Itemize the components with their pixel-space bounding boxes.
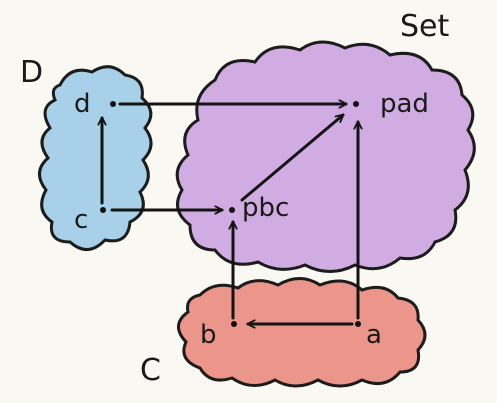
- set-cloud: [175, 40, 476, 273]
- c-cloud: [177, 277, 427, 388]
- arrow-pbc-to-pad: [240, 113, 345, 202]
- object-label-pbc: pbc: [242, 193, 289, 223]
- category-label-c: C: [140, 353, 161, 388]
- dot-c: [100, 207, 106, 213]
- d-cloud: [38, 65, 153, 251]
- object-label-c: c: [74, 205, 88, 235]
- dot-pad: [353, 101, 359, 107]
- object-label-a: a: [366, 320, 382, 350]
- dot-a: [355, 321, 361, 327]
- dot-d: [110, 101, 116, 107]
- object-label-pad: pad: [380, 89, 429, 119]
- category-label-d: D: [20, 55, 43, 90]
- dot-pbc: [229, 207, 235, 213]
- object-label-b: b: [200, 320, 217, 350]
- dot-b: [231, 321, 237, 327]
- object-label-d: d: [74, 89, 91, 119]
- category-label-set: Set: [400, 9, 450, 44]
